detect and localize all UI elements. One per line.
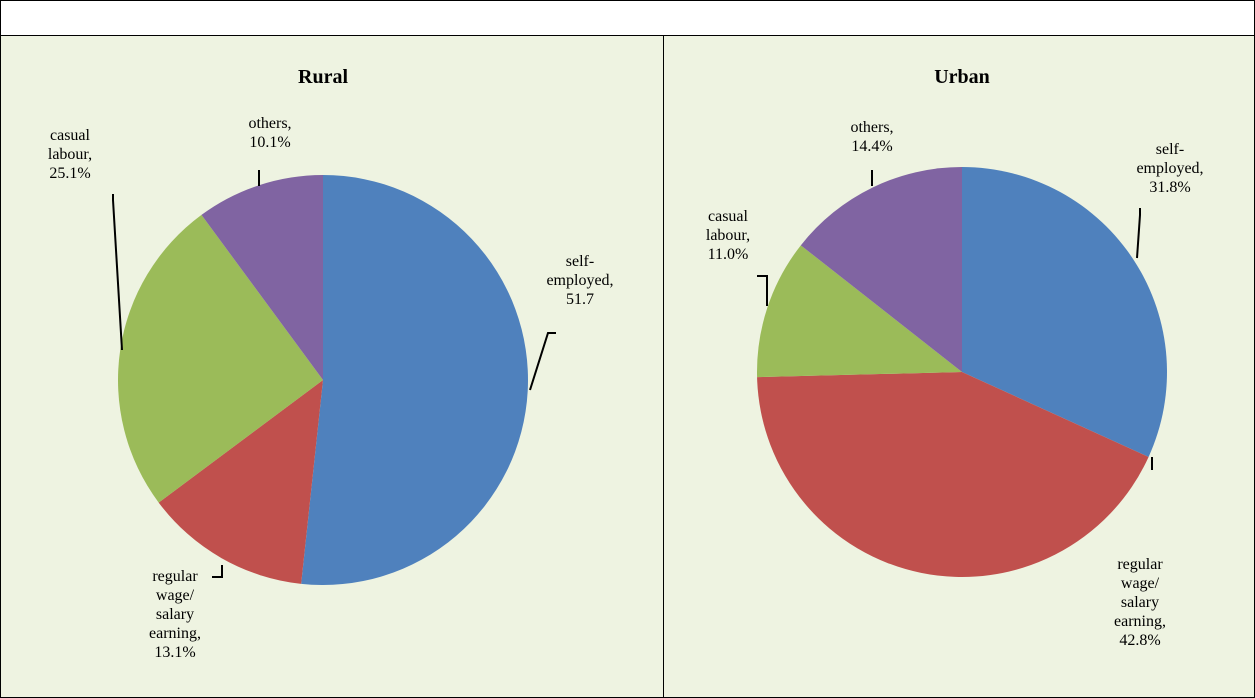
data-label: regular wage/ salary earning, 42.8% [1114,556,1166,649]
pie-slice [800,167,962,372]
pie-slice [757,245,962,378]
data-label: casual labour, 25.1% [47,127,93,182]
pie-slice [962,167,1167,457]
data-label: self-employed, 51.7 [546,253,614,308]
data-label: casual labour, 11.0% [705,208,751,263]
data-label: others, 10.1% [248,115,292,151]
data-label: others, 14.4% [850,119,894,155]
pie-slice [158,380,323,584]
pie-slice [117,214,323,503]
data-label: self-employed, 31.8% [1136,141,1204,196]
chart-title: Urban [934,66,990,88]
leader-line [112,194,123,351]
leader-line [757,275,768,306]
chart-title: Rural [298,66,348,88]
data-label: regular wage/ salary earning, 13.1% [149,568,201,661]
pie-slice [201,175,323,380]
leader-line [529,332,556,391]
leader-line [212,565,223,578]
pie-slice [757,372,1149,577]
leader-line [1136,208,1141,259]
pie-slice [301,175,529,585]
